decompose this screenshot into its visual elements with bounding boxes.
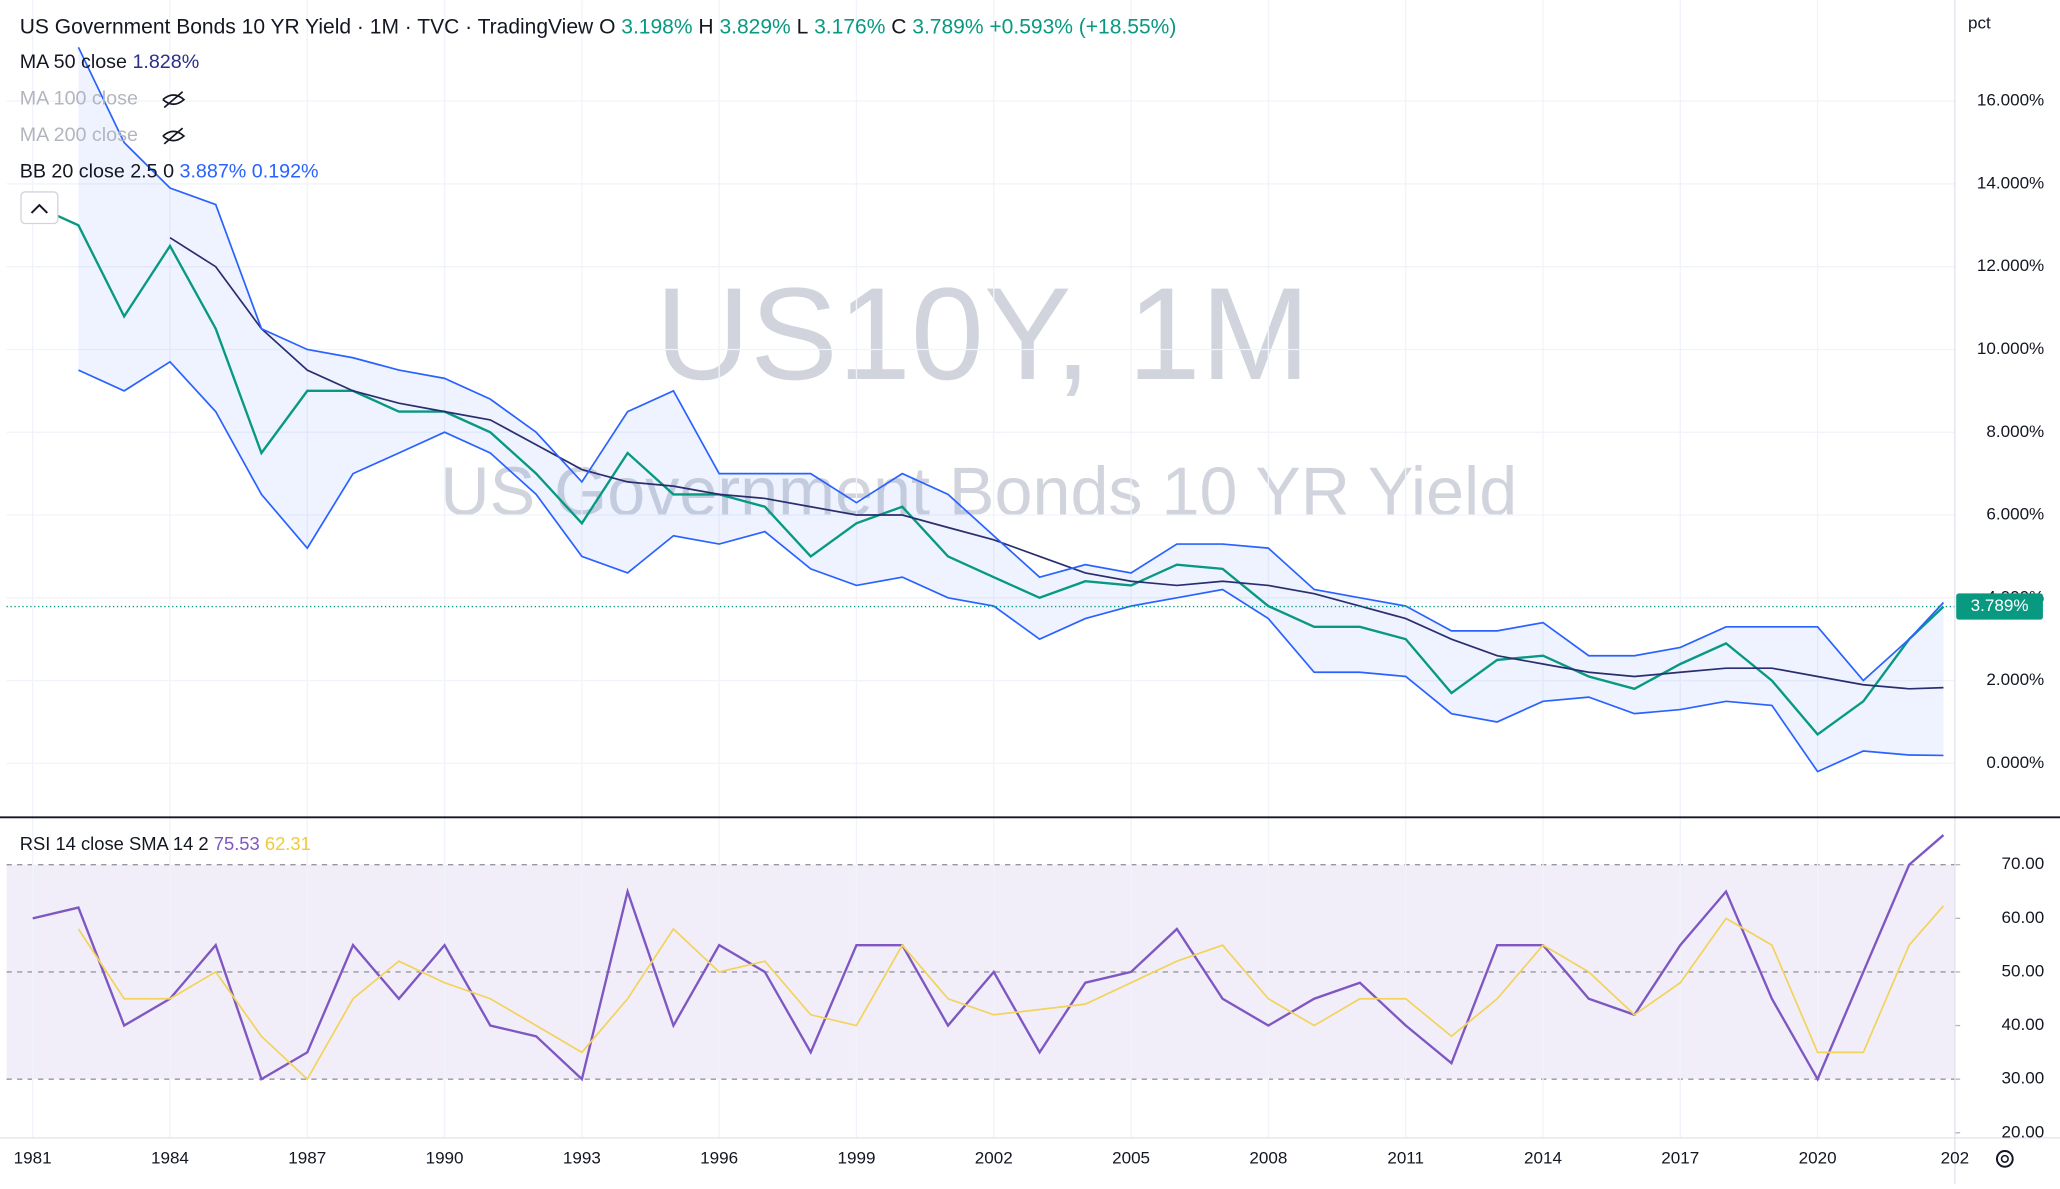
ohlc-value: 3.789% [912,15,983,38]
ohlc-value: 3.829% [719,15,790,38]
y-tick-label: 70.00 [2002,854,2045,873]
legend-row: US Government Bonds 10 YR Yield · 1M · T… [20,15,1177,38]
last-price-tag [1956,593,2043,620]
y-tick-label: 16.000% [1977,91,2044,110]
watermark-symbol: US10Y, 1M [655,260,1310,407]
y-tick-label: 40.00 [2002,1015,2045,1034]
y-tick-label: 6.000% [1986,505,2044,524]
series-line [78,360,1944,773]
gear-hub [2000,1154,2009,1163]
y-tick-label: 20.00 [2002,1122,2045,1141]
collapse-button[interactable] [20,191,59,225]
x-tick-label: 1984 [151,1148,189,1167]
collapse-icon [30,203,48,214]
rsi-legend: RSI 14 close SMA 14 2 [20,833,209,854]
change: +0.593% (+18.55%) [989,15,1176,38]
x-tick-label: 2014 [1524,1148,1562,1167]
x-tick-label: 1990 [426,1148,464,1167]
y-tick-label: 50.00 [2002,961,2045,980]
y-tick-label: 2.000% [1986,670,2044,689]
y-tick-label: 60.00 [2002,908,2045,927]
gear-ring [1995,1150,2014,1168]
y-tick-label: 8.000% [1986,422,2044,441]
settings-icon[interactable] [1995,1150,2014,1168]
ohlc-key: H [698,15,713,38]
x-tick-label: 2002 [975,1148,1013,1167]
indicator-value: 0.192% [252,161,319,183]
ohlc-value: 3.198% [621,15,692,38]
indicator-name: MA 50 close [20,51,127,73]
x-tick-label: 1999 [837,1148,875,1167]
legend-row: MA 100 close [20,88,138,110]
x-tick-label: 1987 [288,1148,326,1167]
x-tick-label: 2008 [1249,1148,1287,1167]
rsi-value: 75.53 [214,833,260,854]
x-tick-label: 2005 [1112,1148,1150,1167]
axis-unit: pct [1968,13,1991,32]
y-tick-label: 30.00 [2002,1069,2045,1088]
legend-row: RSI 14 close SMA 14 2 75.53 62.31 [20,833,311,854]
last-price-label: 3.789% [1971,596,2029,615]
legend-row: BB 20 close 2.5 0 3.887% 0.192% [20,161,319,183]
ohlc-key: O [599,15,615,38]
y-tick-label: 14.000% [1977,173,2044,192]
legend-row: MA 200 close [20,124,138,146]
indicator-value: 1.828% [132,51,199,73]
title: US Government Bonds 10 YR Yield · 1M · T… [20,15,594,38]
hidden-eye-icon [162,91,186,109]
ohlc-key: L [797,15,809,38]
x-tick-label: 1996 [700,1148,738,1167]
x-tick-label: 2020 [1799,1148,1837,1167]
hidden-eye-icon [162,127,186,145]
indicator-name: BB 20 close 2.5 0 [20,161,174,183]
y-tick-label: 0.000% [1986,753,2044,772]
ohlc-value: 3.176% [814,15,885,38]
rsi-sma-value: 62.31 [265,833,311,854]
x-tick-label: 2017 [1661,1148,1699,1167]
legend-row: MA 50 close 1.828% [20,51,200,73]
x-tick-label: 1981 [14,1148,52,1167]
x-tick-label: 202 [1941,1148,1969,1167]
series-line [77,905,1945,1081]
y-tick-label: 10.000% [1977,339,2044,358]
bollinger-band-fill [78,47,1944,772]
indicator-name: MA 200 close [20,124,138,146]
x-tick-label: 2011 [1387,1148,1424,1167]
ohlc-key: C [891,15,906,38]
indicator-value: 3.887% [180,161,247,183]
x-tick-label: 1993 [563,1148,601,1167]
indicator-name: MA 100 close [20,88,138,110]
series-line [77,46,1945,682]
y-tick-label: 12.000% [1977,256,2044,275]
series-line [169,236,1944,690]
